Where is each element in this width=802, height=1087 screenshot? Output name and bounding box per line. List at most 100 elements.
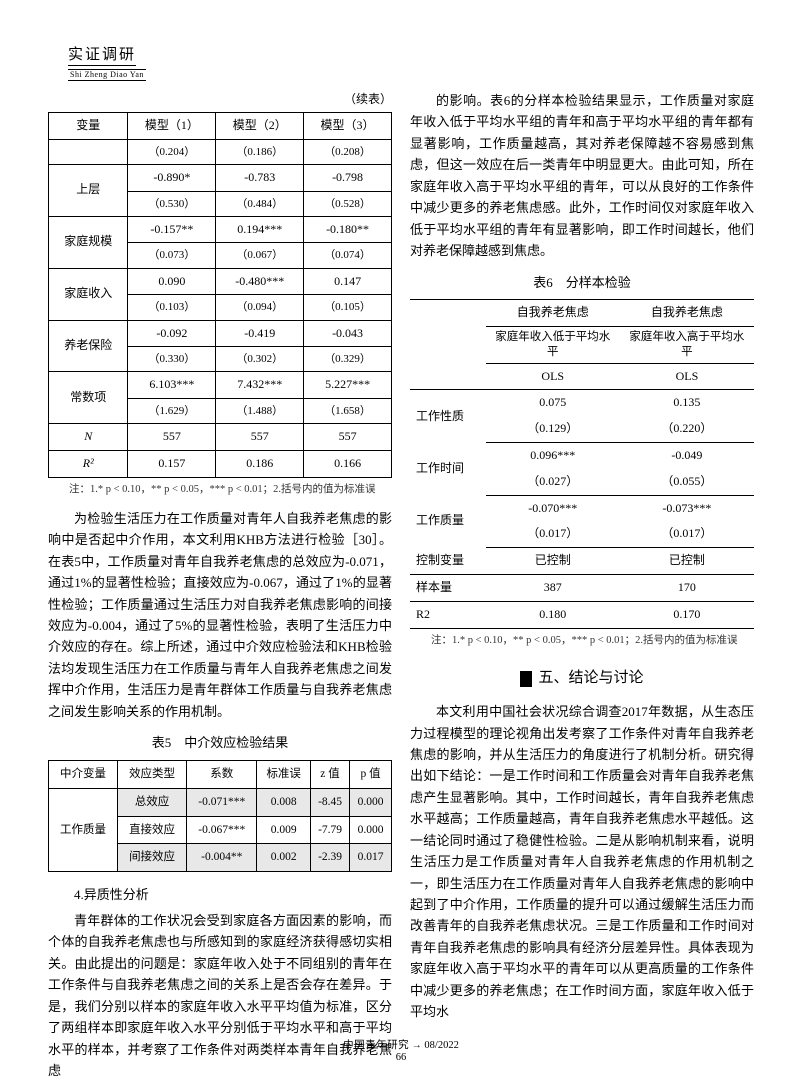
table-row: R² 0.157 0.186 0.166 bbox=[49, 451, 392, 478]
cell: -0.480*** bbox=[216, 268, 304, 295]
section-title-5: 五、结论与讨论 bbox=[410, 666, 754, 691]
cell: -0.043 bbox=[304, 320, 392, 347]
cell: -0.071*** bbox=[187, 788, 257, 816]
cell: -0.049 bbox=[620, 443, 754, 469]
cell-blank bbox=[410, 363, 486, 390]
table-row: 家庭收入 0.090 -0.480*** 0.147 bbox=[49, 268, 392, 295]
table6-caption: 表6 分样本检验 bbox=[410, 272, 754, 293]
table-row: 上层 -0.890* -0.783 -0.798 bbox=[49, 164, 392, 191]
cell bbox=[49, 139, 128, 164]
cell: 0.017 bbox=[350, 844, 392, 872]
th: 系数 bbox=[187, 760, 257, 788]
cell: 557 bbox=[128, 424, 216, 451]
cell-blank bbox=[410, 326, 486, 363]
table5-caption: 表5 中介效应检验结果 bbox=[48, 732, 392, 753]
table-header-row: 自我养老焦虑 自我养老焦虑 bbox=[410, 299, 754, 326]
cell: （0.094） bbox=[216, 295, 304, 320]
cell: 0.096*** bbox=[486, 443, 620, 469]
cell: （0.330） bbox=[128, 347, 216, 372]
left-column: （续表） 变量 模型（1） 模型（2） 模型（3） （0.204） （0.186… bbox=[48, 90, 392, 1081]
cell: -7.79 bbox=[310, 816, 349, 844]
paragraph-conclusion: 本文利用中国社会状况综合调查2017年数据，从生态压力过程模型的理论视角出发考察… bbox=[410, 701, 754, 1023]
header-pinyin: Shi Zheng Diao Yan bbox=[68, 69, 146, 81]
cell-label: 工作时间 bbox=[410, 443, 486, 496]
cell: （0.329） bbox=[304, 347, 392, 372]
cell: -0.157** bbox=[128, 216, 216, 243]
th-model3: 模型（3） bbox=[304, 112, 392, 139]
table-row: 工作性质 0.075 0.135 bbox=[410, 390, 754, 416]
cell: 0.075 bbox=[486, 390, 620, 416]
cell-label: N bbox=[49, 424, 128, 451]
table-row: 控制变量 已控制 已控制 bbox=[410, 548, 754, 575]
cell: （0.484） bbox=[216, 191, 304, 216]
cell: （0.186） bbox=[216, 139, 304, 164]
cell: （0.530） bbox=[128, 191, 216, 216]
cell: （1.488） bbox=[216, 399, 304, 424]
arrow-right-icon: → bbox=[412, 1040, 422, 1051]
subheading-4: 4.异质性分析 bbox=[48, 884, 392, 905]
cell: -0.004** bbox=[187, 844, 257, 872]
th: z 值 bbox=[310, 760, 349, 788]
table6-note: 注：1.* p < 0.10，** p < 0.05，*** p < 0.01；… bbox=[410, 633, 754, 649]
cell: （0.302） bbox=[216, 347, 304, 372]
th: 效应类型 bbox=[118, 760, 187, 788]
cell: 387 bbox=[486, 574, 620, 601]
table-row: R2 0.180 0.170 bbox=[410, 601, 754, 628]
cell: （1.658） bbox=[304, 399, 392, 424]
cell: -2.39 bbox=[310, 844, 349, 872]
table-ols-row: OLS OLS bbox=[410, 363, 754, 390]
cell: 5.227*** bbox=[304, 372, 392, 399]
table-row: 养老保险 -0.092 -0.419 -0.043 bbox=[49, 320, 392, 347]
footer-journal: 中国青年研究 bbox=[343, 1040, 409, 1051]
table-subheader-row: 家庭年收入低于平均水平 家庭年收入高于平均水平 bbox=[410, 326, 754, 363]
cell: （0.204） bbox=[128, 139, 216, 164]
cell: （0.208） bbox=[304, 139, 392, 164]
cell: 0.000 bbox=[350, 816, 392, 844]
cell: -8.45 bbox=[310, 788, 349, 816]
cell: 已控制 bbox=[620, 548, 754, 575]
cell-label: 常数项 bbox=[49, 372, 128, 424]
table4-continued: 变量 模型（1） 模型（2） 模型（3） （0.204） （0.186） （0.… bbox=[48, 112, 392, 478]
cell: 0.009 bbox=[257, 816, 310, 844]
cell: （0.105） bbox=[304, 295, 392, 320]
table-row: 工作质量 总效应 -0.071*** 0.008 -8.45 0.000 bbox=[49, 788, 392, 816]
right-column: 的影响。表6的分样本检验结果显示，工作质量对家庭年收入低于平均水平组的青年和高于… bbox=[410, 90, 754, 1081]
continued-label: （续表） bbox=[48, 90, 392, 110]
cell-label: R2 bbox=[410, 601, 486, 628]
cell: （0.220） bbox=[620, 416, 754, 442]
cell-label: 家庭收入 bbox=[49, 268, 128, 320]
cell: 间接效应 bbox=[118, 844, 187, 872]
running-header: 实证调研 Shi Zheng Diao Yan bbox=[68, 48, 146, 81]
header-chinese: 实证调研 bbox=[68, 48, 136, 66]
cell-label: 控制变量 bbox=[410, 548, 486, 575]
cell: -0.073*** bbox=[620, 495, 754, 521]
cell-mediator: 工作质量 bbox=[49, 788, 118, 872]
cell: （0.073） bbox=[128, 243, 216, 268]
cell: 170 bbox=[620, 574, 754, 601]
cell-sub2: 家庭年收入高于平均水平 bbox=[620, 326, 754, 363]
cell-label: 样本量 bbox=[410, 574, 486, 601]
cell-ols2: OLS bbox=[620, 363, 754, 390]
cell: （0.528） bbox=[304, 191, 392, 216]
cell: -0.070*** bbox=[486, 495, 620, 521]
table-row: N 557 557 557 bbox=[49, 424, 392, 451]
cell: （0.067） bbox=[216, 243, 304, 268]
footer-page: 66 bbox=[396, 1052, 407, 1063]
table-header-row: 变量 模型（1） 模型（2） 模型（3） bbox=[49, 112, 392, 139]
cell: 0.166 bbox=[304, 451, 392, 478]
cell: （0.017） bbox=[620, 521, 754, 547]
cell-label: 工作质量 bbox=[410, 495, 486, 548]
paragraph-right-cont: 的影响。表6的分样本检验结果显示，工作质量对家庭年收入低于平均水平组的青年和高于… bbox=[410, 90, 754, 262]
cell-label: 工作性质 bbox=[410, 390, 486, 443]
th-model2: 模型（2） bbox=[216, 112, 304, 139]
cell-ols1: OLS bbox=[486, 363, 620, 390]
two-column-body: （续表） 变量 模型（1） 模型（2） 模型（3） （0.204） （0.186… bbox=[48, 90, 754, 1081]
cell: 0.008 bbox=[257, 788, 310, 816]
cell: -0.419 bbox=[216, 320, 304, 347]
paragraph-mediation: 为检验生活压力在工作质量对青年人自我养老焦虑的影响中是否起中介作用，本文利用KH… bbox=[48, 508, 392, 722]
cell: （1.629） bbox=[128, 399, 216, 424]
cell: 0.186 bbox=[216, 451, 304, 478]
cell: 0.147 bbox=[304, 268, 392, 295]
cell-label: 家庭规模 bbox=[49, 216, 128, 268]
th-model1: 模型（1） bbox=[128, 112, 216, 139]
